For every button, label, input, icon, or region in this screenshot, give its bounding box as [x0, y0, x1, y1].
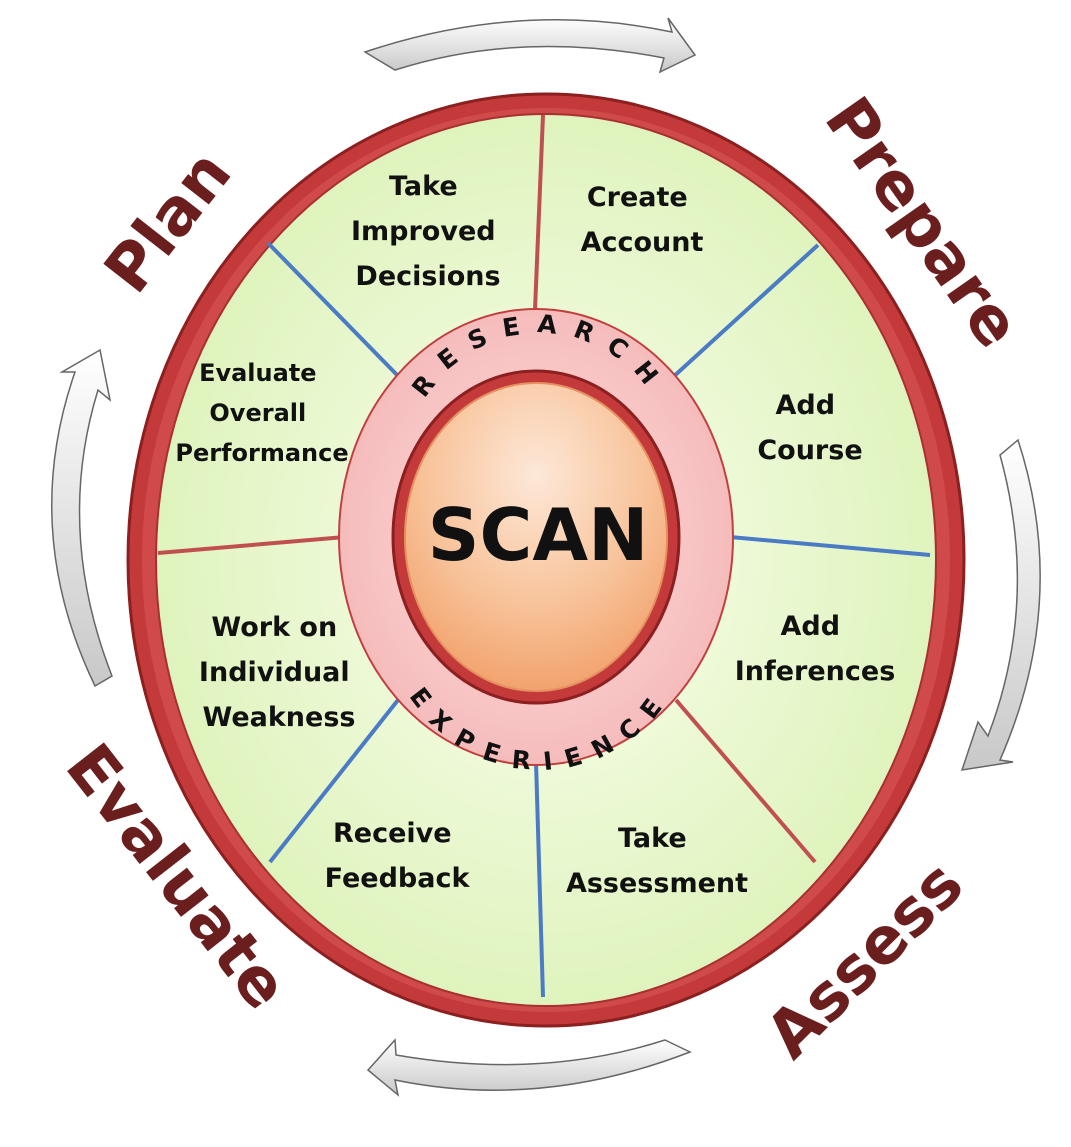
segment-dividers	[157, 114, 931, 998]
center-circle	[404, 382, 668, 692]
top-arrow-icon	[363, 17, 697, 74]
segment-add-course: Add Course	[757, 390, 862, 466]
segment-labels: Take Improved Decisions Create Account A…	[175, 171, 895, 899]
segment-create-account: Create Account	[581, 182, 704, 258]
segment-work-on-individual-weakness: Work on Individual Weakness	[199, 612, 359, 733]
segment-add-inferences: Add Inferences	[735, 611, 896, 687]
center-label: SCAN	[428, 493, 649, 577]
segment-evaluate-overall-performance: Evaluate Overall Performance	[175, 359, 348, 467]
left-arrow-icon	[50, 348, 113, 688]
segment-take-assessment: Take Assessment	[566, 823, 748, 899]
segment-receive-feedback: Receive Feedback	[325, 818, 471, 894]
right-arrow-icon	[960, 438, 1041, 771]
cycle-arrows	[50, 17, 1041, 1097]
segment-take-improved-decisions: Take Improved Decisions	[351, 171, 505, 292]
bottom-arrow-icon	[366, 1038, 692, 1097]
